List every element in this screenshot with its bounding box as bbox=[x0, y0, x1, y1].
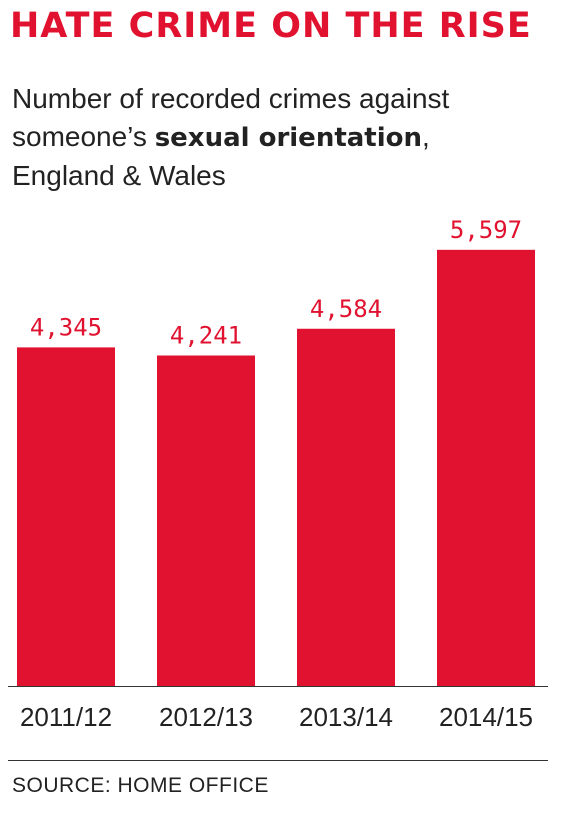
x-axis-line bbox=[8, 686, 548, 687]
subtitle-emphasis: sexual orientation bbox=[154, 123, 423, 153]
bar-2012/13 bbox=[157, 355, 255, 686]
data-label-2013/14: 4,584 bbox=[310, 295, 382, 323]
subtitle-line-2-prefix: someone’s bbox=[12, 121, 155, 152]
x-tick-label-2014/15: 2014/15 bbox=[439, 702, 533, 732]
source-divider bbox=[8, 760, 548, 761]
bar-2014/15 bbox=[437, 249, 535, 686]
chart-subtitle: Number of recorded crimes against someon… bbox=[12, 80, 552, 195]
data-label-2011/12: 4,345 bbox=[30, 313, 102, 341]
x-tick-label-2011/12: 2011/12 bbox=[20, 702, 112, 732]
subtitle-line-2-suffix: , bbox=[422, 121, 430, 152]
bar-chart: 4,345 2011/12 4,241 2012/13 4,584 2013/14 5,59… bbox=[17, 216, 535, 732]
bar-2011/12 bbox=[17, 347, 115, 686]
data-label-2012/13: 4,241 bbox=[170, 321, 242, 349]
subtitle-line-1: Number of recorded crimes against bbox=[12, 83, 450, 114]
headline: HATE CRIME ON THE RISE bbox=[10, 6, 532, 46]
source-note: SOURCE: HOME OFFICE bbox=[12, 774, 269, 797]
data-label-2014/15: 5,597 bbox=[450, 216, 522, 244]
x-tick-label-2013/14: 2013/14 bbox=[299, 702, 393, 732]
x-tick-label-2012/13: 2012/13 bbox=[159, 702, 253, 732]
bar-2013/14 bbox=[297, 328, 395, 686]
subtitle-line-3: England & Wales bbox=[12, 160, 226, 191]
